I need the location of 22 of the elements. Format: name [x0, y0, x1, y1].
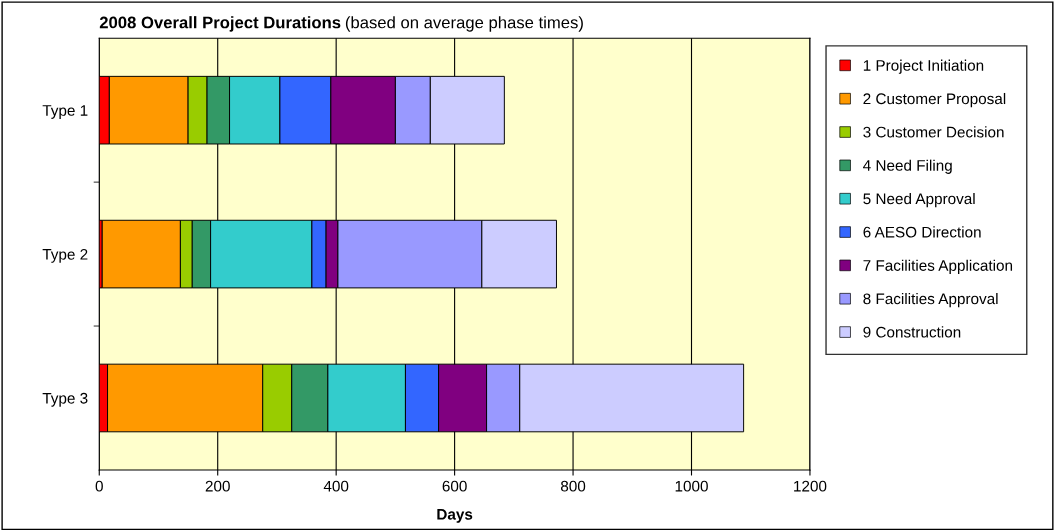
chart-subtitle: (based on average phase times)	[345, 16, 583, 32]
x-tick-label: 400	[323, 480, 349, 492]
legend-label: 4 Need Filing	[863, 159, 952, 174]
x-tick-label: 600	[442, 480, 467, 492]
x-tick-label: 1000	[675, 480, 708, 492]
legend-label: 6 AESO Direction	[863, 226, 981, 238]
x-tick-label: 200	[205, 480, 230, 492]
chart-title: 2008 Overall Project Durations	[99, 16, 341, 32]
y-tick-label: Type 2	[42, 248, 88, 263]
legend-label: 8 Facilities Approval	[863, 292, 998, 308]
x-tick-label: 0	[95, 480, 103, 492]
legend-label: 3 Customer Decision	[863, 126, 1004, 138]
legend-label: 9 Construction	[863, 326, 961, 338]
x-tick-label: 800	[560, 480, 586, 492]
legend-label: 1 Project Initiation	[863, 59, 984, 74]
y-tick-label: Type 3	[42, 392, 88, 407]
y-tick-label: Type 1	[42, 105, 88, 119]
legend-label: 5 Need Approval	[863, 192, 975, 208]
legend-label: 2 Customer Proposal	[863, 92, 1006, 108]
x-axis-title: Days	[437, 509, 473, 523]
x-tick-label: 1200	[794, 480, 827, 492]
legend-label: 7 Facilities Application	[863, 259, 1013, 274]
